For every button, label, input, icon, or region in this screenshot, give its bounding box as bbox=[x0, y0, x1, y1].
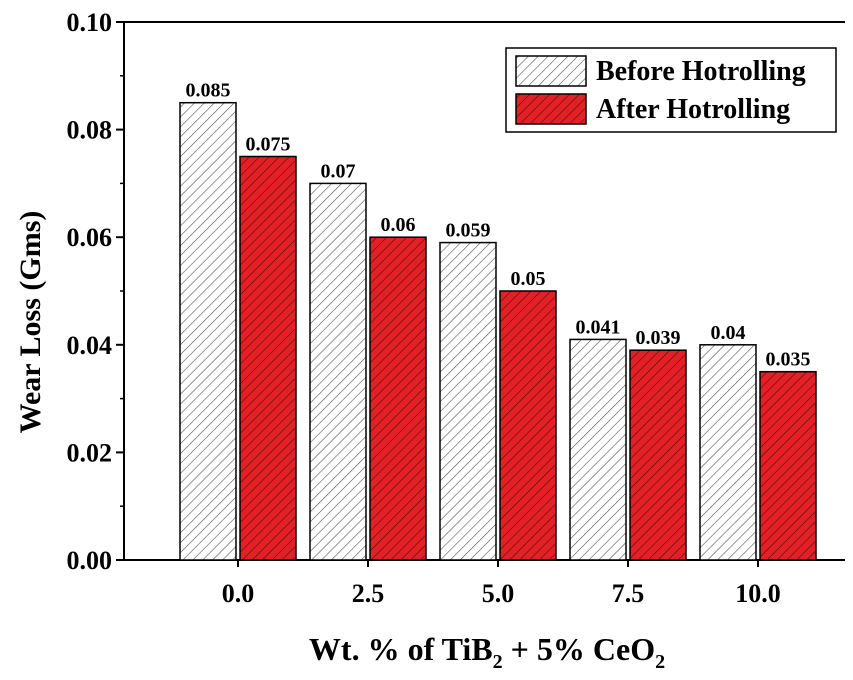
y-axis-label: Wear Loss (Gms) bbox=[14, 211, 47, 434]
legend-label: After Hotrolling bbox=[596, 94, 790, 125]
x-tick-label: 7.5 bbox=[612, 579, 645, 608]
data-labels: 0.085 0.075 0.07 0.06 0.059 0.05 0.041 0.039 0.0… bbox=[186, 80, 811, 371]
legend-label: Before Hotrolling bbox=[596, 56, 806, 87]
x-tick-label: 0.0 bbox=[222, 579, 255, 608]
bar-value-label: 0.06 bbox=[381, 214, 416, 236]
bar-value-label: 0.04 bbox=[711, 322, 746, 344]
y-tick-label: 0.04 bbox=[67, 331, 113, 360]
y-tick-label: 0.02 bbox=[67, 438, 113, 467]
bar-value-label: 0.075 bbox=[246, 134, 291, 156]
axes: 0.00 0.02 0.04 0.06 0.08 0.10 0.0 2.5 5.0 7.5 10.0 bbox=[67, 8, 845, 608]
bar-after-hotrolling bbox=[369, 236, 427, 561]
bar-value-label: 0.039 bbox=[636, 327, 681, 349]
x-tick-label: 5.0 bbox=[482, 579, 515, 608]
x-tick-label: 10.0 bbox=[735, 579, 781, 608]
x-tick-label: 2.5 bbox=[352, 579, 385, 608]
legend-swatch-before bbox=[515, 55, 587, 87]
x-axis-label-sub2: 2 bbox=[655, 651, 665, 673]
bar-value-label: 0.085 bbox=[186, 80, 231, 102]
legend: Before Hotrolling After Hotrolling bbox=[505, 47, 837, 133]
bar-value-label: 0.05 bbox=[511, 268, 546, 290]
y-tick-label: 0.00 bbox=[67, 546, 113, 575]
bar-after-hotrolling bbox=[759, 370, 817, 561]
y-tick-label: 0.06 bbox=[67, 223, 113, 252]
bar-before-hotrolling bbox=[439, 241, 497, 561]
x-axis-label-part1: Wt. % of TiB bbox=[309, 631, 493, 667]
x-axis-label-sub1: 2 bbox=[493, 651, 503, 673]
bar-value-label: 0.035 bbox=[766, 349, 811, 371]
x-axis-label: Wt. % of TiB2 + 5% CeO2 bbox=[309, 631, 665, 673]
bar-before-hotrolling bbox=[309, 182, 367, 561]
x-axis-label-part2: + 5% CeO bbox=[503, 631, 655, 667]
bar-value-label: 0.041 bbox=[576, 316, 621, 338]
y-tick-label: 0.08 bbox=[67, 116, 113, 145]
bar-after-hotrolling bbox=[239, 155, 297, 561]
bar-after-hotrolling bbox=[629, 349, 687, 561]
bar-before-hotrolling bbox=[569, 338, 627, 561]
y-tick-label: 0.10 bbox=[67, 8, 113, 37]
legend-swatch-after bbox=[515, 93, 587, 125]
bars bbox=[179, 101, 817, 561]
bar-before-hotrolling bbox=[179, 101, 237, 561]
bar-before-hotrolling bbox=[699, 344, 757, 561]
bar-value-label: 0.07 bbox=[321, 160, 356, 182]
bar-value-label: 0.059 bbox=[446, 220, 491, 242]
bar-after-hotrolling bbox=[499, 290, 557, 561]
